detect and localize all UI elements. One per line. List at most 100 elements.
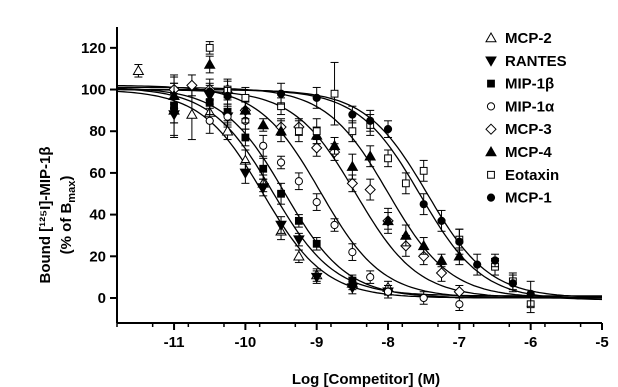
- y-axis-title-line2: (% of Bmax): [58, 176, 78, 255]
- data-point: [221, 125, 234, 136]
- legend-label-6: MCP-4: [505, 144, 552, 161]
- data-point: [312, 93, 321, 102]
- data-point: [455, 237, 464, 246]
- fit-curve-8: [117, 88, 602, 298]
- legend-marker-6: [485, 145, 497, 157]
- data-point: [348, 248, 357, 257]
- data-point: [310, 142, 323, 154]
- legend-marker-2: [485, 56, 497, 67]
- data-point: [223, 91, 232, 100]
- data-point: [346, 160, 359, 171]
- data-point: [508, 279, 517, 288]
- y-axis-title-line1: Bound [¹²⁵I]-MIP-1β: [37, 147, 54, 284]
- data-point: [348, 127, 357, 136]
- data-point: [223, 112, 232, 121]
- legend-label-7: Eotaxin: [505, 167, 559, 184]
- data-point: [259, 141, 268, 150]
- data-point: [383, 125, 393, 134]
- data-point: [312, 197, 321, 207]
- legend-marker-5: [485, 123, 497, 135]
- series-4: [169, 74, 464, 311]
- data-point: [419, 166, 428, 175]
- data-point: [259, 164, 268, 173]
- data-point: [382, 214, 394, 226]
- y-tick-label: 40: [89, 207, 106, 224]
- legend-label-8: MCP-1: [505, 190, 552, 207]
- legend-label-4: MIP-1α: [505, 98, 555, 115]
- data-point: [312, 239, 321, 248]
- data-point: [348, 277, 357, 286]
- fit-curve-6: [117, 86, 602, 299]
- x-tick-label: -5: [595, 334, 608, 351]
- data-point: [453, 250, 466, 261]
- legend-marker-7: [487, 170, 495, 179]
- data-point: [490, 256, 500, 265]
- series-6: [168, 55, 466, 268]
- y-axis-title-line2-end: ): [58, 176, 75, 181]
- data-point: [132, 64, 145, 76]
- data-point: [186, 79, 198, 92]
- y-tick-label: 100: [81, 82, 106, 99]
- data-point: [437, 216, 446, 225]
- y-axis-title-subscript: max: [66, 180, 78, 203]
- data-point: [383, 287, 393, 296]
- x-tick-label: -11: [164, 334, 185, 351]
- axes: -11 -10 -9 -8 -7 -6 -5 0 20 40 60 80 100 120: [81, 27, 609, 351]
- data-point: [346, 177, 359, 190]
- data-point: [169, 104, 179, 113]
- plot-area: [116, 41, 603, 314]
- x-tick-label: -8: [381, 334, 394, 351]
- data-point: [526, 289, 535, 298]
- data-point: [293, 250, 305, 261]
- data-point: [294, 177, 303, 186]
- y-tick-label: 80: [89, 123, 106, 140]
- data-point: [203, 58, 216, 69]
- x-tick-label: -7: [453, 334, 466, 351]
- data-point: [205, 116, 214, 125]
- data-point: [419, 200, 428, 209]
- data-point: [348, 110, 357, 119]
- x-tick-label: -9: [310, 334, 323, 351]
- y-tick-label: 0: [98, 290, 106, 307]
- data-point: [328, 139, 341, 151]
- data-point: [257, 183, 270, 194]
- legend-label-1: MCP-2: [505, 30, 552, 47]
- data-point: [399, 229, 412, 240]
- legend-marker-4: [486, 102, 496, 111]
- data-point: [293, 235, 305, 246]
- x-tick-label: -10: [235, 334, 257, 351]
- data-point: [435, 267, 448, 279]
- y-tick-label: 120: [81, 40, 106, 57]
- y-tick-label: 60: [89, 165, 106, 182]
- legend-label-3: MIP-1β: [505, 76, 554, 93]
- data-point: [401, 179, 410, 188]
- data-point: [294, 127, 303, 136]
- data-point: [435, 254, 448, 265]
- data-point: [205, 87, 214, 96]
- data-point: [276, 89, 286, 98]
- data-point: [330, 89, 339, 98]
- data-point: [366, 273, 375, 282]
- y-tick-label: 20: [89, 248, 106, 265]
- data-point: [275, 125, 287, 136]
- fit-curve-5: [117, 88, 602, 299]
- legend: MCP-2 RANTES MIP-1β MIP-1α MCP-3 MCP-4 Eotaxin…: [485, 30, 567, 207]
- data-point: [419, 293, 428, 303]
- data-point: [239, 168, 252, 179]
- data-point: [310, 272, 323, 284]
- data-point: [186, 108, 198, 119]
- data-point: [366, 116, 375, 125]
- data-point: [205, 43, 214, 52]
- data-point: [453, 286, 466, 298]
- y-axis-title-line2-start: (% of B: [58, 203, 75, 255]
- legend-marker-3: [487, 79, 495, 88]
- data-point: [312, 127, 321, 136]
- legend-marker-1: [485, 31, 497, 43]
- data-point: [241, 133, 250, 142]
- data-point: [364, 150, 377, 161]
- x-axis-title: Log [Competitor] (M): [292, 371, 440, 387]
- data-point: [277, 189, 285, 198]
- data-point: [417, 239, 430, 251]
- data-point: [275, 220, 287, 232]
